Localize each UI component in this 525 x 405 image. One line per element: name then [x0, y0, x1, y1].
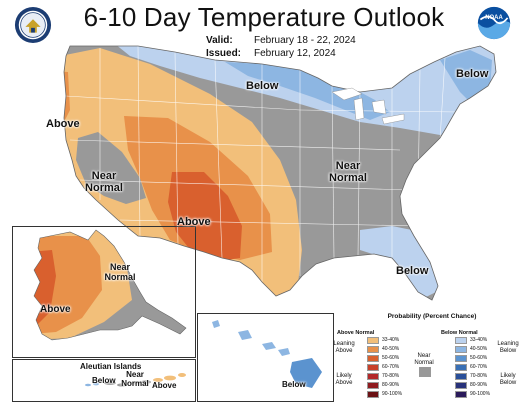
legend-above-swatch	[367, 381, 379, 389]
legend-leaning-below: Leaning Below	[497, 341, 519, 354]
legend-above-swatch	[367, 363, 379, 371]
legend-above-range-label: 50-60%	[382, 355, 400, 361]
probability-legend: Probability (Percent Chance) Above Norma…	[333, 313, 523, 403]
label-aleutian-above: Above	[152, 381, 177, 390]
legend-above-row: 90-100%	[367, 390, 403, 398]
label-aleutian-below: Below	[92, 376, 116, 385]
legend-above-row: 60-70%	[367, 363, 400, 371]
legend-below-range-label: 33-40%	[470, 337, 488, 343]
legend-near-normal-swatch	[419, 367, 431, 377]
aleutian-inset-frame	[12, 359, 196, 402]
legend-above-row: 80-90%	[367, 381, 400, 389]
aleutian-title: Aleutian Islands	[80, 362, 142, 371]
legend-above-row: 50-60%	[367, 354, 400, 362]
label-below-north: Below	[246, 80, 279, 92]
legend-above-swatch	[367, 354, 379, 362]
legend-above-range-label: 80-90%	[382, 382, 400, 388]
legend-above-range-label: 60-70%	[382, 364, 400, 370]
legend-above-range-label: 40-50%	[382, 346, 400, 352]
legend-below-range-label: 70-80%	[470, 373, 488, 379]
label-below-florida: Below	[396, 265, 429, 277]
legend-below-range-label: 90-100%	[470, 391, 491, 397]
label-alaska-near-normal: Near Normal	[104, 262, 136, 282]
legend-below-swatch	[455, 381, 467, 389]
valid-label: Valid:	[206, 35, 233, 46]
hawaii-islands	[212, 320, 322, 388]
date-info: Valid: February 18 - 22, 2024 Issued: Febr…	[206, 34, 356, 60]
legend-likely-above: Likely Above	[335, 373, 353, 386]
legend-near-normal-label: Near Normal	[414, 353, 434, 366]
page-title: 6-10 Day Temperature Outlook	[83, 2, 445, 32]
label-near-normal-west: Near Normal	[85, 170, 123, 194]
legend-above-row: 40-50%	[367, 345, 400, 353]
hawaii-inset-frame	[197, 313, 334, 402]
legend-below-row: 40-50%	[455, 345, 488, 353]
alaska-inset-frame	[12, 226, 196, 358]
legend-below-range-label: 60-70%	[470, 364, 488, 370]
label-above-west: Above	[46, 118, 80, 130]
legend-above-swatch	[367, 372, 379, 380]
legend-below-swatch	[455, 336, 467, 344]
legend-above-range-label: 70-80%	[382, 373, 400, 379]
noaa-logo-icon: NOAA	[477, 6, 511, 40]
label-alaska-above: Above	[40, 304, 71, 315]
legend-below-row: 33-40%	[455, 336, 488, 344]
legend-below-row: 90-100%	[455, 390, 491, 398]
legend-title: Probability (Percent Chance)	[387, 313, 477, 320]
label-aleutian-near-normal: Near Normal	[121, 370, 149, 388]
legend-below-swatch	[455, 372, 467, 380]
label-above-southwest: Above	[177, 216, 211, 228]
legend-below-row: 60-70%	[455, 363, 488, 371]
legend-above-header: Above Normal	[337, 330, 375, 336]
aleutian-islands	[85, 373, 186, 387]
label-below-northeast: Below	[456, 68, 489, 80]
commerce-seal-icon	[14, 6, 52, 44]
legend-below-swatch	[455, 354, 467, 362]
legend-below-range-label: 50-60%	[470, 355, 488, 361]
legend-leaning-above: Leaning Above	[333, 341, 355, 354]
legend-above-range-label: 90-100%	[382, 391, 403, 397]
legend-above-swatch	[367, 345, 379, 353]
legend-below-row: 50-60%	[455, 354, 488, 362]
legend-likely-below: Likely Below	[499, 373, 517, 386]
legend-below-swatch	[455, 363, 467, 371]
legend-above-range-label: 33-40%	[382, 337, 400, 343]
valid-dates: February 18 - 22, 2024	[254, 35, 356, 46]
issued-date: February 12, 2024	[254, 48, 336, 59]
legend-below-row: 70-80%	[455, 372, 488, 380]
legend-below-header: Below Normal	[441, 330, 478, 336]
legend-below-swatch	[455, 390, 467, 398]
legend-below-range-label: 40-50%	[470, 346, 488, 352]
great-lakes	[331, 87, 405, 125]
legend-above-swatch	[367, 390, 379, 398]
legend-below-row: 80-90%	[455, 381, 488, 389]
legend-above-row: 70-80%	[367, 372, 400, 380]
legend-below-swatch	[455, 345, 467, 353]
legend-above-swatch	[367, 336, 379, 344]
label-near-normal-east: Near Normal	[329, 160, 367, 184]
label-hawaii-below: Below	[282, 380, 306, 389]
legend-above-row: 33-40%	[367, 336, 400, 344]
noaa-logo-text: NOAA	[485, 15, 503, 21]
issued-label: Issued:	[206, 48, 242, 59]
legend-below-range-label: 80-90%	[470, 382, 488, 388]
alaska-map	[34, 230, 186, 340]
